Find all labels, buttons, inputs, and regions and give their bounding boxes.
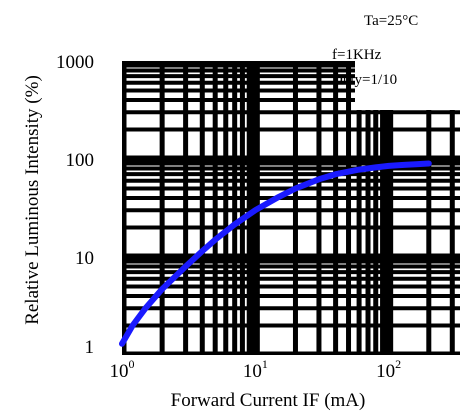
annotations: Ta=25°C f=1KHz Duty=1/10 [332, 13, 460, 110]
annotation-temperature: Ta=25°C [364, 13, 418, 29]
annotation-frequency: f=1KHz [332, 47, 382, 63]
x-tick-label: 102 [376, 357, 401, 382]
y-axis-label: Relative Luminous Intensity (%) [22, 75, 43, 325]
y-tick-label: 1000 [56, 52, 94, 73]
x-tick-label: 101 [243, 357, 268, 382]
grid-lines [122, 61, 460, 355]
x-axis-label: Forward Current IF (mA) [171, 390, 366, 411]
annotation-box [355, 60, 460, 110]
annotation-duty: Duty=1/10 [332, 72, 397, 88]
curve-layer [119, 160, 432, 347]
y-tick-label: 10 [75, 248, 94, 269]
grid [122, 61, 460, 355]
y-tick-label: 1 [85, 337, 95, 358]
y-tick-label: 100 [66, 150, 95, 171]
x-tick-label: 100 [110, 357, 135, 382]
series-curve [119, 160, 432, 347]
tick-labels: 1101001000100101102103 [56, 52, 401, 382]
